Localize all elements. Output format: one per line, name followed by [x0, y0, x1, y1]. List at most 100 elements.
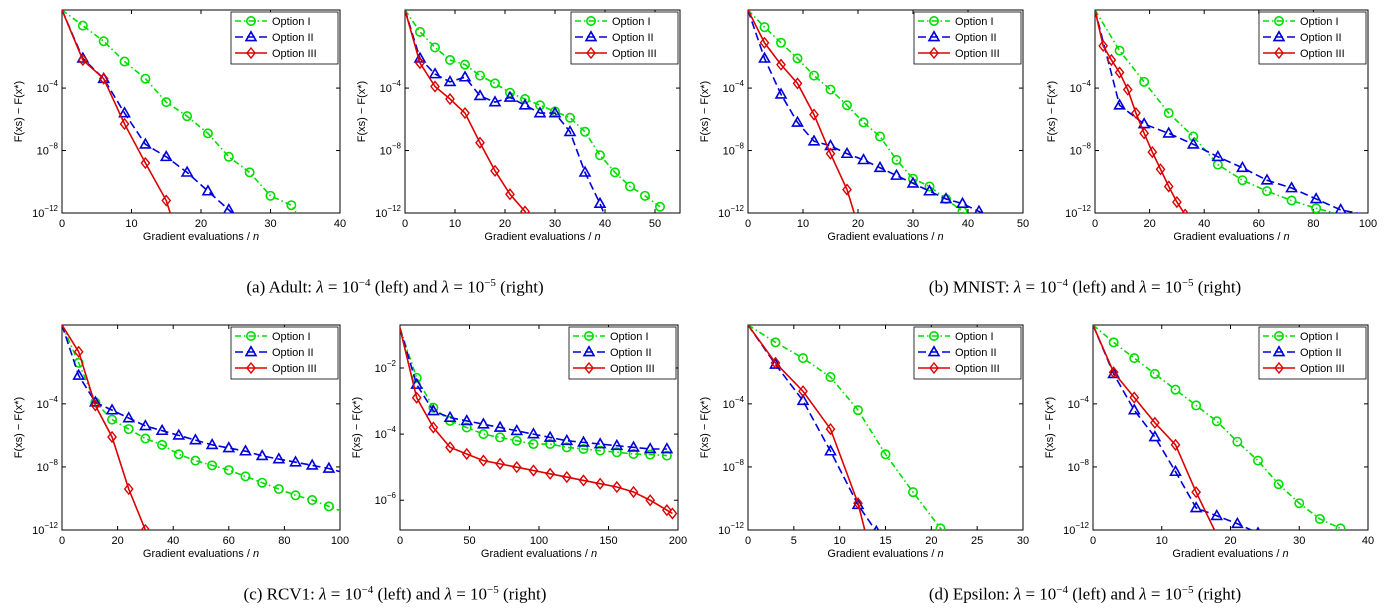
y-tick-label: 10−12: [32, 204, 58, 220]
data-point: [824, 444, 837, 456]
data-point: [1122, 83, 1133, 96]
legend: Option I Option II Option III: [1258, 326, 1367, 380]
data-point: [161, 194, 172, 207]
x-tick-label: 10: [1156, 535, 1168, 547]
x-tick-label: 10: [125, 218, 137, 230]
data-point: [923, 184, 936, 196]
legend-marker: [586, 46, 596, 60]
data-point: [495, 432, 506, 443]
data-point: [1163, 180, 1174, 193]
data-point: [609, 167, 620, 178]
legend-label: Option II: [272, 32, 314, 44]
y-axis-label: F(xs) − F(x*): [351, 397, 363, 458]
data-point: [478, 429, 489, 440]
y-tick-label: 10−12: [375, 204, 401, 220]
legend-label: Option I: [1300, 16, 1339, 28]
series-1: [748, 10, 968, 213]
data-point: [189, 433, 202, 445]
data-point: [935, 523, 946, 530]
data-point: [645, 494, 656, 507]
legend-marker: [583, 330, 594, 341]
data-point: [493, 420, 507, 432]
series-3: [1095, 10, 1189, 213]
data-point: [341, 508, 349, 516]
legend: Option I Option II Option III: [913, 326, 1022, 380]
x-tick-label: 20: [1143, 218, 1155, 230]
data-point: [1131, 106, 1141, 120]
plot-frame: [1094, 9, 1369, 214]
y-tick-label: 10−4: [37, 395, 59, 411]
legend-marker: [929, 46, 939, 60]
legend: Option I Option II Option III: [568, 326, 677, 380]
caption-d: (d) Epsilon: λ = 10−4 (left) and λ = 10−…: [928, 584, 1242, 604]
data-point: [460, 106, 470, 120]
chart-panel-7: 0 5 10 15 20 25 30 10−4 10−8 10−12 Gradient evalua…: [699, 324, 1029, 560]
y-tick-label: 10−12: [718, 204, 744, 220]
data-point: [956, 196, 969, 209]
y-axis-label: F(xs) − F(x*): [699, 81, 711, 142]
data-point: [155, 423, 169, 436]
legend-marker: [1274, 46, 1284, 60]
data-point: [545, 467, 556, 480]
data-point: [239, 444, 252, 456]
x-tick-label: 40: [962, 218, 974, 230]
data-point: [139, 419, 152, 431]
data-point: [107, 430, 117, 444]
legend-marker: [246, 46, 256, 60]
data-point: [1232, 436, 1243, 447]
y-tick-label: 10−12: [718, 521, 744, 537]
data-point: [957, 206, 968, 213]
y-tick-label: 10−8: [37, 142, 59, 158]
data-point: [426, 404, 440, 416]
legend-label: Option III: [1300, 363, 1345, 375]
data-point: [852, 405, 863, 416]
data-point: [1261, 186, 1272, 197]
data-point: [323, 501, 334, 512]
data-point: [1211, 416, 1222, 427]
data-point: [474, 70, 485, 81]
data-point: [578, 443, 589, 454]
data-point: [201, 184, 215, 196]
chart-panel-5: 0 20 40 60 80 100 10−4 10−8 10−12 Gradient evalua…: [13, 324, 349, 560]
y-axis-label: F(xs) − F(x*): [356, 81, 368, 142]
data-point: [519, 94, 530, 105]
series-2: [62, 325, 340, 478]
data-point: [428, 421, 439, 434]
legend-marker: [1274, 330, 1285, 341]
data-point: [255, 449, 269, 461]
data-point: [119, 56, 130, 67]
data-point: [286, 200, 297, 211]
data-point: [161, 97, 172, 108]
x-tick-label: 30: [1017, 535, 1029, 547]
data-point: [77, 20, 88, 31]
series-3: [1093, 325, 1216, 530]
legend-label: Option I: [272, 331, 311, 343]
plot-frame: [404, 9, 681, 214]
data-point: [205, 438, 219, 450]
y-tick-label: 10−2: [375, 359, 397, 375]
legend-marker: [928, 330, 939, 341]
x-tick-label: 20: [195, 218, 207, 230]
y-tick-label: 10−8: [723, 142, 745, 158]
x-tick-label: 0: [402, 218, 408, 230]
series-3: [62, 325, 151, 530]
x-tick-label: 0: [59, 218, 65, 230]
data-point: [140, 73, 151, 84]
data-point: [461, 422, 472, 433]
series-line-3: [748, 325, 866, 530]
chart-panel-6: 0 50 100 150 200 10−2 10−4 10−6 Gradient evaluat…: [351, 324, 687, 560]
chart-panel-3: 0 10 20 30 40 50 10−4 10−8 10−12 Gradient evaluat…: [699, 9, 1029, 243]
x-tick-label: 40: [599, 218, 611, 230]
data-point: [1335, 203, 1347, 213]
data-point: [791, 115, 804, 127]
data-point: [1169, 464, 1182, 477]
data-point: [123, 424, 134, 435]
legend-label: Option I: [612, 16, 651, 28]
data-point: [443, 75, 457, 87]
series-line-3: [62, 10, 172, 213]
data-point: [579, 126, 590, 137]
legend-marker: [929, 361, 939, 375]
data-point: [495, 457, 505, 470]
legend-label: Option III: [272, 363, 317, 375]
data-point: [1098, 39, 1109, 53]
